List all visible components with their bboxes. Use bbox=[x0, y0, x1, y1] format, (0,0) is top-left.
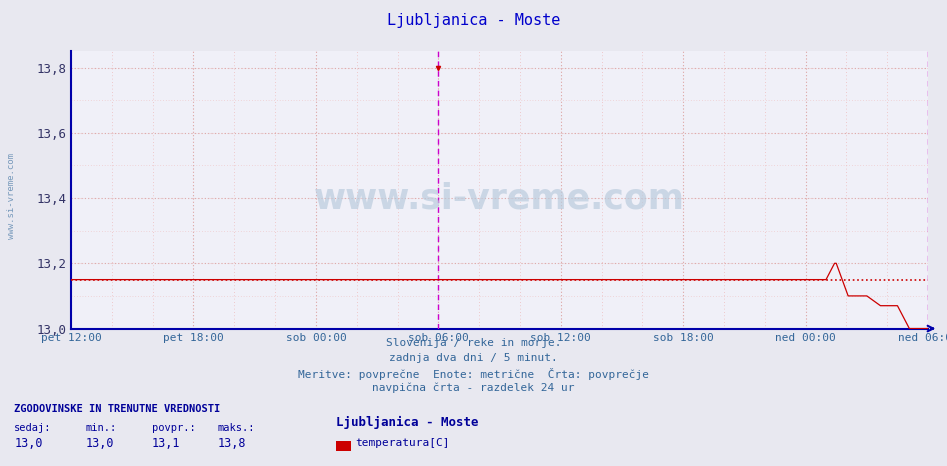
Text: zadnja dva dni / 5 minut.: zadnja dva dni / 5 minut. bbox=[389, 353, 558, 363]
Text: Meritve: povprečne  Enote: metrične  Črta: povprečje: Meritve: povprečne Enote: metrične Črta:… bbox=[298, 368, 649, 380]
Text: maks.:: maks.: bbox=[218, 423, 256, 433]
Text: 13,8: 13,8 bbox=[218, 438, 246, 450]
Text: sedaj:: sedaj: bbox=[14, 423, 52, 433]
Text: Slovenija / reke in morje.: Slovenija / reke in morje. bbox=[385, 338, 562, 348]
Text: ZGODOVINSKE IN TRENUTNE VREDNOSTI: ZGODOVINSKE IN TRENUTNE VREDNOSTI bbox=[14, 404, 221, 414]
Text: temperatura[C]: temperatura[C] bbox=[355, 438, 450, 448]
Text: 13,0: 13,0 bbox=[14, 438, 43, 450]
Text: 13,1: 13,1 bbox=[152, 438, 180, 450]
Text: Ljubljanica - Moste: Ljubljanica - Moste bbox=[336, 416, 478, 429]
Text: 13,0: 13,0 bbox=[85, 438, 114, 450]
Text: www.si-vreme.com: www.si-vreme.com bbox=[7, 153, 16, 239]
Text: min.:: min.: bbox=[85, 423, 116, 433]
Text: povpr.:: povpr.: bbox=[152, 423, 195, 433]
Text: Ljubljanica - Moste: Ljubljanica - Moste bbox=[386, 14, 561, 28]
Text: www.si-vreme.com: www.si-vreme.com bbox=[314, 181, 685, 215]
Text: navpična črta - razdelek 24 ur: navpična črta - razdelek 24 ur bbox=[372, 383, 575, 393]
